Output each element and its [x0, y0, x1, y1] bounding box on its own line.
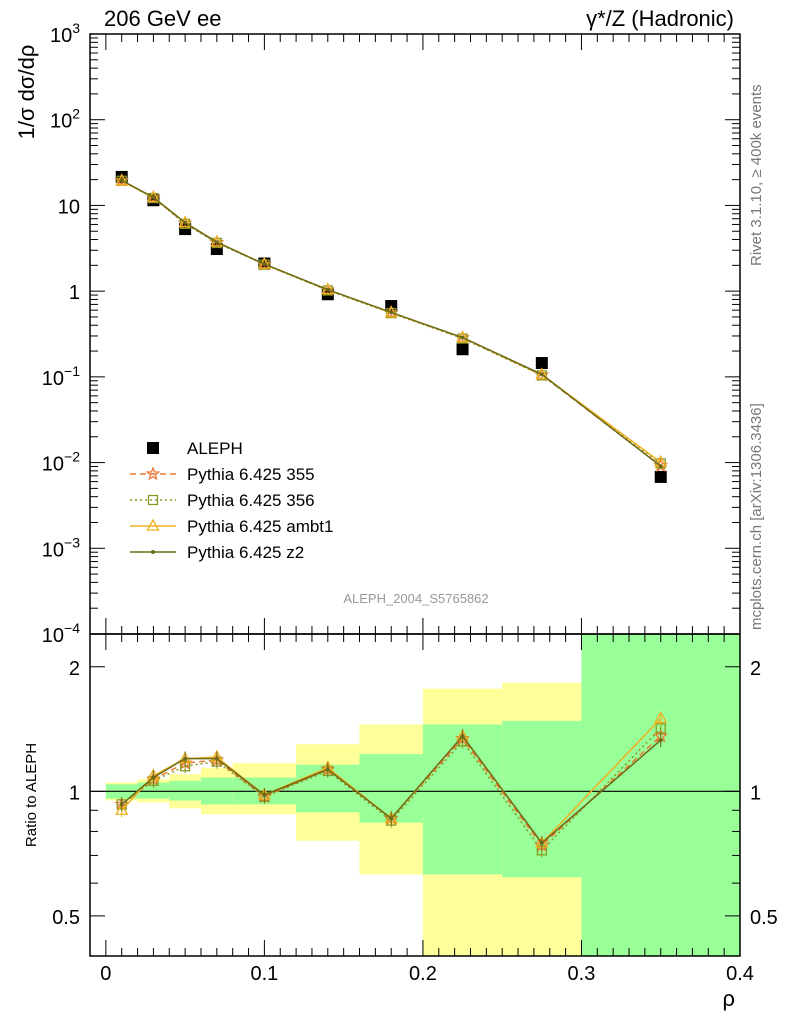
y-tick-label: 103	[50, 20, 80, 47]
main-y-axis-label: 1/σ dσ/dρ	[14, 45, 39, 140]
ratio-y-tick-label: 0.5	[52, 907, 80, 929]
band-inner-bin	[422, 724, 503, 875]
series-point	[386, 307, 397, 319]
series-point	[262, 262, 267, 267]
series-point	[178, 215, 192, 228]
ratio-series-z2	[119, 729, 663, 851]
x-tick-label: 0.4	[726, 963, 754, 985]
series-line	[121, 179, 662, 467]
ratio-series-point	[119, 802, 124, 807]
ratio-series-point	[214, 756, 219, 761]
series-point	[389, 310, 394, 315]
legend-entry: Pythia 6.425 ambt1	[130, 517, 333, 536]
y-tick-label: 10−1	[42, 363, 80, 390]
legend-entry: Pythia 6.425 355	[130, 465, 315, 484]
ratio-series-point	[262, 792, 267, 797]
data-point	[654, 470, 667, 483]
series-point	[460, 335, 465, 340]
data-point	[456, 343, 469, 356]
ratio-y-tick-label: 2	[69, 658, 80, 680]
legend-marker	[146, 518, 160, 531]
x-tick-label: 0.1	[250, 963, 278, 985]
x-tick-label: 0	[100, 963, 111, 985]
energy-label: 206 GeV ee	[104, 6, 222, 31]
series-point	[325, 287, 330, 292]
legend-marker	[145, 466, 161, 481]
ratio-series-line	[121, 734, 662, 845]
series-point	[115, 173, 129, 186]
ratio-series-point	[183, 756, 188, 761]
ratio-series-point	[115, 802, 129, 815]
ratio-y-axis-label: Ratio to ALEPH	[23, 743, 40, 847]
series-z2	[119, 178, 663, 469]
series-point	[658, 464, 663, 469]
ratio-y-tick-label: 1	[69, 782, 80, 804]
ratio-series-line	[121, 727, 662, 852]
y-tick-label: 10	[58, 196, 80, 218]
ratio-y-tick-label: 2	[750, 658, 761, 680]
y-tick-label: 10−2	[42, 449, 80, 476]
series-p356	[116, 175, 666, 469]
series-ambt1	[115, 173, 668, 467]
x-axis-label: ρ	[722, 986, 735, 1011]
y-tick-label: 102	[50, 106, 80, 133]
ratio-y-axis: 0.5 0.5 1 1 2 2	[52, 658, 778, 957]
band-inner-bin	[137, 782, 170, 799]
x-axis: 0 0.1 0.2 0.3 0.4ρ	[100, 34, 754, 1011]
legend-label: Pythia 6.425 ambt1	[187, 517, 333, 536]
series-point	[151, 195, 156, 200]
data-point	[535, 357, 548, 370]
ratio-bands	[105, 634, 740, 956]
series-point	[322, 285, 333, 296]
ratio-series-point	[658, 738, 663, 743]
legend: ALEPH Pythia 6.425 355 Pythia 6.425 356 Pyt…	[130, 439, 333, 562]
series-point	[539, 372, 544, 377]
legend-entry: ALEPH	[147, 439, 243, 458]
process-label: γ*/Z (Hadronic)	[586, 6, 734, 31]
legend-marker	[147, 494, 159, 506]
band-inner-bin	[169, 780, 201, 801]
series-point	[259, 259, 270, 270]
rivet-version-label: Rivet 3.1.10, ≥ 400k events	[748, 84, 765, 266]
legend-marker	[151, 550, 155, 554]
ratio-plot-frame	[89, 633, 741, 957]
legend-label: Pythia 6.425 356	[187, 491, 315, 510]
ratio-y-tick-label: 1	[750, 782, 761, 804]
ratio-series-point	[539, 841, 544, 846]
series-point	[536, 370, 547, 381]
y-tick-label: 10−4	[42, 620, 80, 647]
y-tick-label: 1	[69, 282, 80, 304]
series-point	[148, 192, 159, 204]
legend-label: ALEPH	[187, 439, 243, 458]
ratio-series-point	[460, 734, 465, 739]
legend-label: Pythia 6.425 355	[187, 465, 315, 484]
x-tick-label: 0.2	[409, 963, 437, 985]
analysis-watermark: ALEPH_2004_S5765862	[343, 591, 488, 606]
x-tick-label: 0.3	[568, 963, 596, 985]
mcplots-label: mcplots.cern.ch [arXiv:1306.3436]	[748, 403, 765, 630]
ratio-series-point	[151, 775, 156, 780]
legend-label: Pythia 6.425 z2	[187, 543, 304, 562]
legend-entry: Pythia 6.425 z2	[130, 543, 304, 562]
series-point	[183, 220, 188, 225]
series-p355	[114, 172, 669, 472]
series-line	[121, 180, 662, 464]
ratio-series-point	[654, 711, 668, 724]
y-tick-label: 10−3	[42, 534, 80, 561]
series-line	[121, 179, 662, 467]
ratio-series-point	[325, 767, 330, 772]
band-inner-bin	[581, 634, 740, 956]
series-point	[214, 240, 219, 245]
ratio-series-point	[389, 816, 394, 821]
series-data	[115, 170, 667, 483]
legend-entry: Pythia 6.425 356	[130, 491, 315, 510]
series-line	[121, 180, 662, 463]
ratio-y-tick-label: 0.5	[750, 907, 778, 929]
series-point	[119, 178, 124, 183]
legend-swatch	[147, 442, 159, 454]
